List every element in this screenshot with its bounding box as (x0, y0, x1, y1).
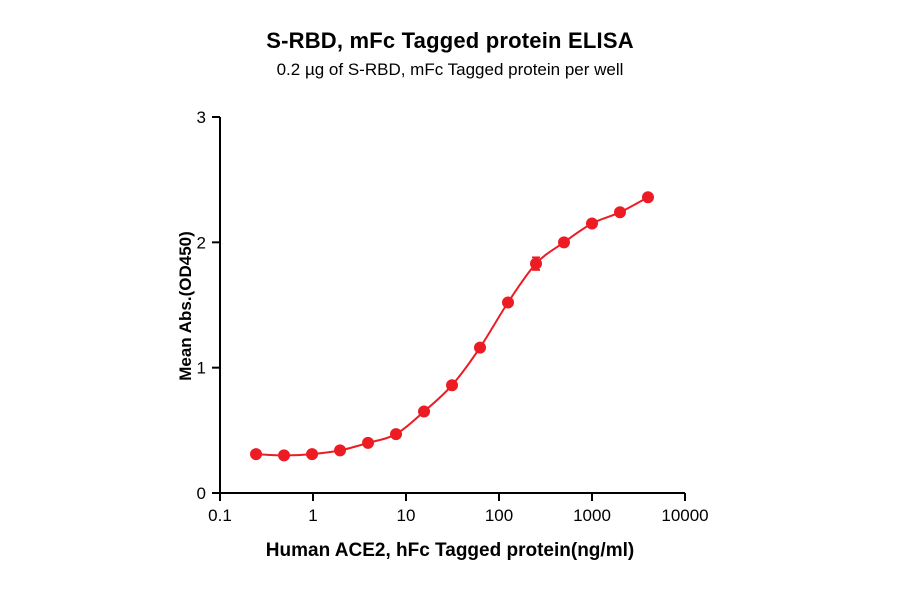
x-axis-label: Human ACE2, hFc Tagged protein(ng/ml) (265, 540, 635, 561)
data-point (474, 341, 487, 354)
x-tick-label: 10 (397, 506, 416, 525)
chart-title: S-RBD, mFc Tagged protein ELISA (266, 28, 634, 53)
data-point (641, 191, 654, 204)
data-point (390, 428, 403, 441)
y-tick-label: 2 (197, 233, 206, 252)
x-tick-label: 1 (308, 506, 317, 525)
data-point (502, 296, 515, 309)
data-point (530, 257, 543, 270)
x-tick-label: 0.1 (208, 506, 232, 525)
y-tick-label: 3 (197, 108, 206, 127)
data-point (446, 379, 459, 392)
x-tick-label: 100 (485, 506, 513, 525)
data-point (306, 448, 319, 461)
data-point (418, 405, 431, 418)
fit-curve (255, 196, 649, 457)
y-tick-label: 0 (197, 484, 206, 503)
data-point (334, 444, 347, 457)
y-tick-label: 1 (197, 359, 206, 378)
data-point (613, 206, 626, 219)
x-tick-label: 1000 (573, 506, 611, 525)
chart-subtitle: 0.2 µg of S-RBD, mFc Tagged protein per … (276, 60, 624, 79)
data-point (586, 217, 598, 230)
data-point (362, 436, 375, 449)
x-tick-label: 10000 (661, 506, 708, 525)
data-point (278, 449, 291, 462)
data-point (558, 236, 571, 249)
data-point (250, 448, 263, 461)
